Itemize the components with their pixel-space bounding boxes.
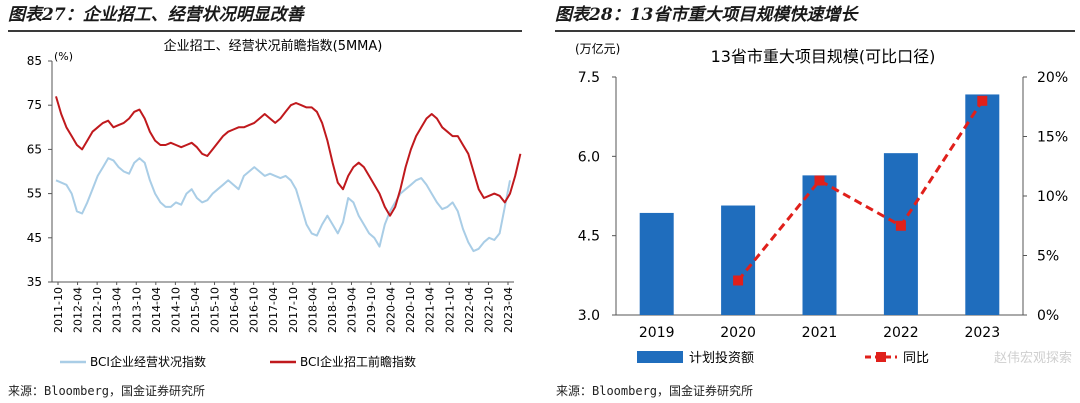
bar-2022 [883,153,918,315]
x-tick-label: 2019-10 [365,287,378,333]
line-series-operating-index [55,157,511,253]
legend-label: BCI企业经营状况指数 [90,354,206,369]
legend-swatch-marker [876,352,886,362]
x-tick-label: 2020-04 [385,287,398,333]
bar-2020 [721,205,756,315]
y-tick-label: 7.5 [578,70,600,86]
legend-label: 同比 [903,351,929,366]
bci-line-chart: 企业招工、经营状况前瞻指数(5MMA) (%) 35 45 55 65 75 85 2011-1… [27,38,522,369]
x-tick-label: 2013-10 [130,287,143,333]
legend-label: 计划投资额 [689,350,754,366]
x-tick-label: 2021-10 [443,287,456,333]
x-tick-label: 2015-04 [189,287,202,333]
left-figure-caption: 图表27：企业招工、经营状况明显改善 [8,0,522,32]
x-tick-label: 2017-04 [267,287,280,333]
x-tick-label: 2014-04 [150,287,163,333]
y-tick-label: 75 [27,98,42,112]
x-tick-label: 2015-10 [209,287,222,333]
x-tick-label: 2021 [802,325,838,341]
x-tick-label: 2020-10 [404,287,417,333]
y2-tick-label: 20% [1037,70,1068,86]
x-tick-label: 2020 [720,325,756,341]
left-chart-panel: 企业招工、经营状况前瞻指数(5MMA) (%) 35 45 55 65 75 85 2011-1… [8,34,522,380]
y-tick-label: 35 [27,275,42,289]
legend-label: BCI企业招工前瞻指数 [300,354,416,369]
x-tick-label: 2017-10 [287,287,300,333]
line-point [977,95,988,106]
x-tick-label: 2022-04 [463,287,476,333]
x-tick-label: 2019-04 [345,287,358,333]
chart-title: 13省市重大项目规模(可比口径) [711,47,936,66]
line-series-yoy [736,99,984,282]
watermark: 赵伟宏观探索 [993,351,1072,366]
right-chart-panel: 13省市重大项目规模(可比口径) (万亿元) 3.0 4.5 6.0 7.5 0% 5% 10%… [555,34,1075,380]
bar-2023 [965,94,1000,315]
x-tick-label: 2014-10 [169,287,182,333]
y2-tick-label: 10% [1037,189,1068,205]
x-tick-label: 2022 [883,325,919,341]
y2-tick-label: 5% [1037,249,1059,265]
x-tick-label: 2018-10 [326,287,339,333]
line-series-hiring-index [55,96,522,217]
y2-tick-label: 0% [1037,308,1059,324]
y2-tick-label: 15% [1037,130,1068,146]
line-point [895,220,906,231]
y-tick-label: 55 [27,187,42,201]
x-tick-label: 2016-04 [228,287,241,333]
x-tick-label: 2016-10 [248,287,261,333]
x-tick-label: 2021-04 [424,287,437,333]
y-axis-unit: (万亿元) [575,41,620,56]
x-tick-label: 2018-04 [306,287,319,333]
chart-title: 企业招工、经营状况前瞻指数(5MMA) [164,38,383,54]
left-source-note: 来源：Bloomberg，国金证券研究所 [8,384,206,398]
y-tick-label: 6.0 [578,149,600,165]
y-tick-label: 85 [27,54,42,68]
legend-swatch [637,351,683,363]
line-point [733,275,744,286]
right-figure-caption: 图表28：13省市重大项目规模快速增长 [555,0,1075,32]
bar-2019 [639,212,674,315]
x-tick-label: 2013-04 [111,287,124,333]
x-tick-label: 2022-10 [482,287,495,333]
x-tick-label: 2011-10 [52,287,65,333]
project-scale-bar-chart: 13省市重大项目规模(可比口径) (万亿元) 3.0 4.5 6.0 7.5 0% 5% 10%… [575,41,1068,366]
y-tick-label: 45 [27,231,42,245]
y-axis-unit: (%) [54,50,73,63]
x-tick-label: 2023 [964,325,1000,341]
y-tick-label: 65 [27,142,42,156]
x-tick-label: 2012-10 [91,287,104,333]
x-tick-label: 2019 [639,325,675,341]
x-tick-label: 2023-04 [502,287,515,333]
line-point [814,175,825,186]
right-source-note: 来源：Bloomberg，国金证券研究所 [556,384,754,398]
y-tick-label: 4.5 [578,229,600,245]
y-tick-label: 3.0 [578,308,600,324]
bar-2021 [802,175,837,315]
x-tick-label: 2012-04 [72,287,85,333]
